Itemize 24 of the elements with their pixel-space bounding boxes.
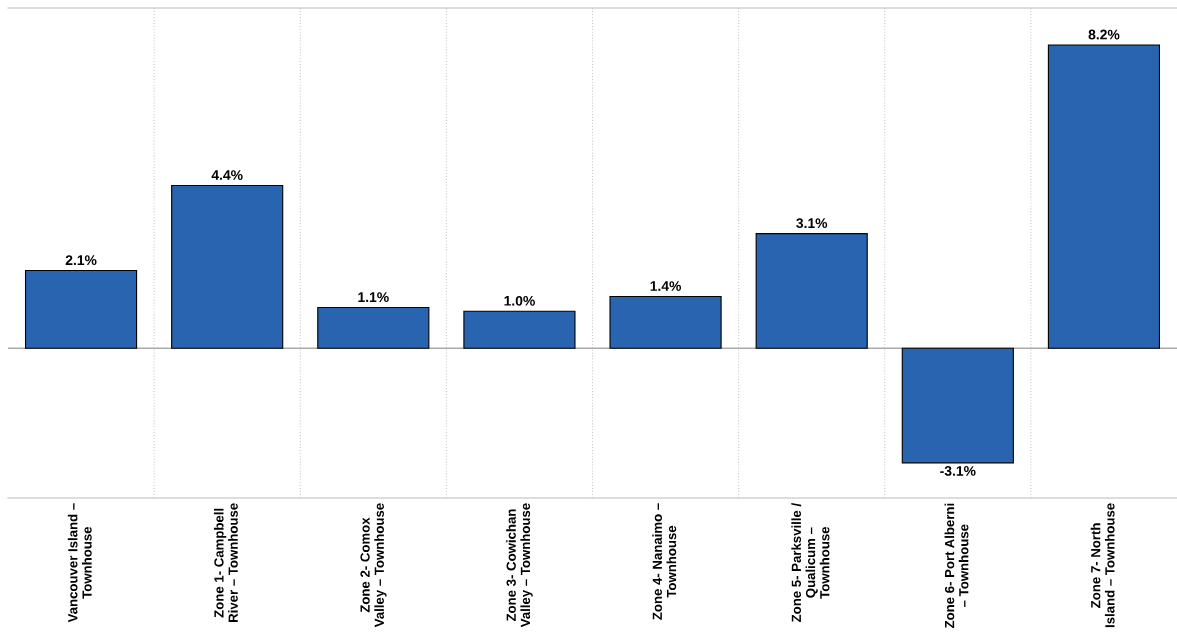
bar xyxy=(755,233,868,349)
x-tick-label: Vancouver Island – Townhouse xyxy=(67,503,92,623)
bar xyxy=(609,295,722,349)
data-label: 4.4% xyxy=(211,170,243,180)
bar xyxy=(1047,44,1161,349)
data-label: 1.4% xyxy=(650,281,682,291)
data-label: -3.1% xyxy=(940,466,976,476)
data-label: 3.1% xyxy=(796,218,828,229)
x-tick-label: Zone 6- Port Alberni – Townhouse xyxy=(944,503,969,629)
x-tick-label: Zone 4- Nanaimo – Townhouse xyxy=(652,503,677,620)
bar xyxy=(317,306,430,349)
data-label: 1.0% xyxy=(504,295,535,306)
bar xyxy=(171,184,284,349)
bar xyxy=(901,347,1014,464)
x-tick-label: Zone 1- Campbell River – Townhouse xyxy=(213,503,238,622)
x-tick-label: Zone 3- Cowichan Valley – Townhouse xyxy=(506,503,533,628)
x-tick-label: Zone 2- Comox Valley – Townhouse xyxy=(360,503,387,628)
bar xyxy=(463,310,576,349)
x-tick-label: Zone 7- North Island – Townhouse xyxy=(1090,503,1115,628)
data-label: 1.1% xyxy=(358,292,389,302)
data-label: 2.1% xyxy=(65,255,97,266)
bar xyxy=(24,270,138,349)
data-label: 8.2% xyxy=(1088,29,1120,40)
x-tick-label: Zone 5- Parksville / Qualicum – Townhouse xyxy=(791,502,830,622)
